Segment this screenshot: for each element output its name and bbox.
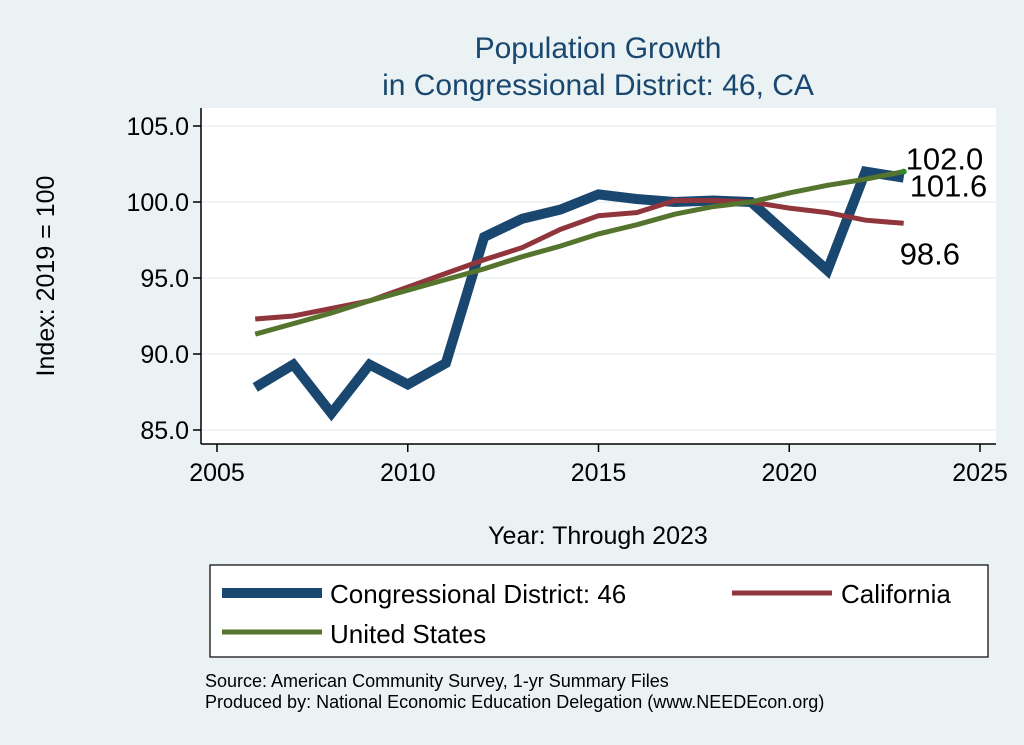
x-tick-label: 2025 xyxy=(952,459,1008,487)
gridlines xyxy=(201,125,996,431)
legend-box xyxy=(209,564,989,658)
legend-label-california: California xyxy=(841,579,951,609)
x-tick-label: 2020 xyxy=(761,459,817,487)
chart-title-line-1: Population Growth xyxy=(475,32,722,65)
legend-label-united-states: United States xyxy=(330,619,486,649)
y-axis-title: Index: 2019 = 100 xyxy=(32,176,60,377)
series-lines xyxy=(252,166,907,422)
x-tick-label: 2015 xyxy=(571,459,627,487)
chart-title-line-2: in Congressional District: 46, CA xyxy=(382,69,814,102)
x-axis-title: Year: Through 2023 xyxy=(488,522,708,550)
plot-area xyxy=(201,108,996,444)
end-label: 102.0 xyxy=(906,142,984,177)
producer-note: Produced by: National Economic Education… xyxy=(205,692,824,712)
end-label: 98.6 xyxy=(900,236,960,271)
y-tick-label: 90.0 xyxy=(140,341,189,369)
y-tick-label: 105.0 xyxy=(126,113,189,141)
y-tick-label: 100.0 xyxy=(126,189,189,217)
legend-label-district: Congressional District: 46 xyxy=(330,579,626,609)
x-tick-label: 2005 xyxy=(189,459,245,487)
x-axis-ticks: 2005 2010 2015 2020 2025 xyxy=(189,444,1008,487)
y-tick-label: 95.0 xyxy=(140,265,189,293)
end-label: 101.6 xyxy=(910,169,988,204)
y-tick-label: 85.0 xyxy=(140,417,189,445)
legend: Congressional District: 46 California Un… xyxy=(209,564,989,658)
source-note: Source: American Community Survey, 1-yr … xyxy=(205,671,669,691)
series-line-united-states xyxy=(254,169,905,337)
y-axis-ticks: 85.0 90.0 95.0 100.0 105.0 xyxy=(126,113,201,445)
x-tick-label: 2010 xyxy=(380,459,436,487)
end-labels: 101.6 98.6 102.0 xyxy=(900,142,988,272)
united-states-end-marker xyxy=(900,168,907,175)
series-line-congressional-district-46 xyxy=(252,166,905,422)
